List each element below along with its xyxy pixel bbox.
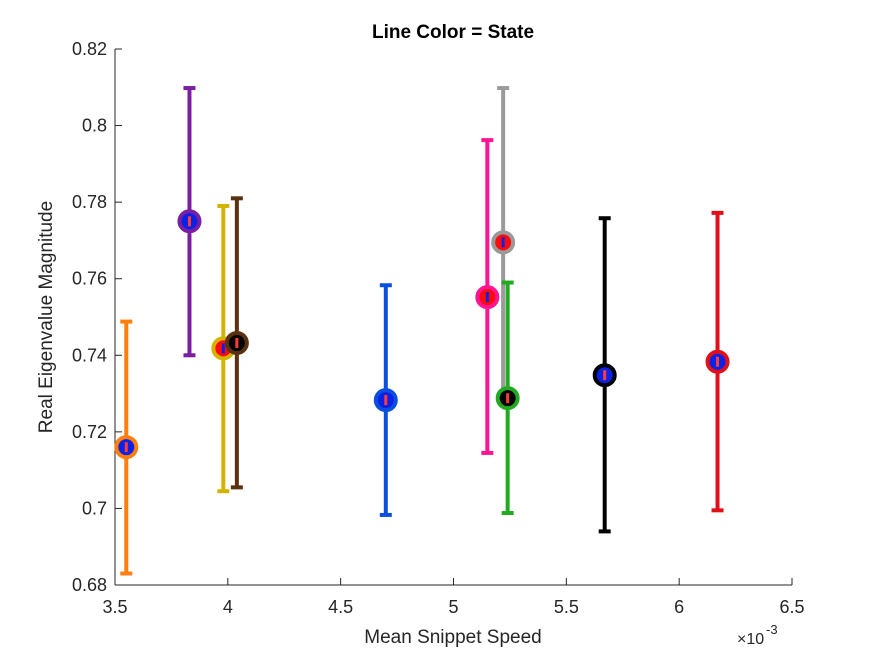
x-tick-label: 5 — [448, 597, 458, 617]
x-tick-label: 4 — [223, 597, 233, 617]
y-axis-label: Real Eigenvalue Magnitude — [36, 201, 57, 433]
x-tick-label: 5.5 — [554, 597, 579, 617]
data-point — [373, 388, 398, 413]
y-tick-label: 0.82 — [72, 39, 107, 59]
x-exponent: ×10 -3 — [737, 622, 778, 648]
data-point — [114, 435, 139, 460]
markers — [114, 209, 730, 460]
data-point — [491, 230, 516, 255]
x-tick-label: 6.5 — [779, 597, 804, 617]
y-tick-label: 0.78 — [72, 192, 107, 212]
y-tick-label: 0.68 — [72, 575, 107, 595]
x-tick-label: 3.5 — [102, 597, 127, 617]
data-point — [495, 386, 520, 411]
y-tick-label: 0.72 — [72, 422, 107, 442]
chart-title: Line Color = State — [372, 22, 534, 43]
data-point — [224, 331, 249, 356]
x-tick-label: 6 — [674, 597, 684, 617]
y-tick-label: 0.7 — [82, 498, 107, 518]
x-axis-label: Mean Snippet Speed — [364, 627, 541, 648]
x-exponent-base: ×10 — [737, 631, 764, 648]
data-point — [177, 209, 202, 234]
y-tick-label: 0.8 — [82, 116, 107, 136]
y-tick-label: 0.76 — [72, 269, 107, 289]
y-ticks: 0.68 0.7 0.72 0.74 0.76 0.78 0.8 0.82 — [72, 39, 122, 595]
y-tick-label: 0.74 — [72, 345, 107, 365]
plot-area — [115, 49, 792, 585]
data-point — [475, 285, 500, 310]
x-exponent-power: -3 — [766, 622, 778, 637]
x-ticks: 3.5 4 4.5 5 5.5 6 6.5 — [102, 578, 805, 617]
data-point — [705, 349, 730, 374]
x-tick-label: 4.5 — [328, 597, 353, 617]
data-point — [592, 363, 617, 388]
